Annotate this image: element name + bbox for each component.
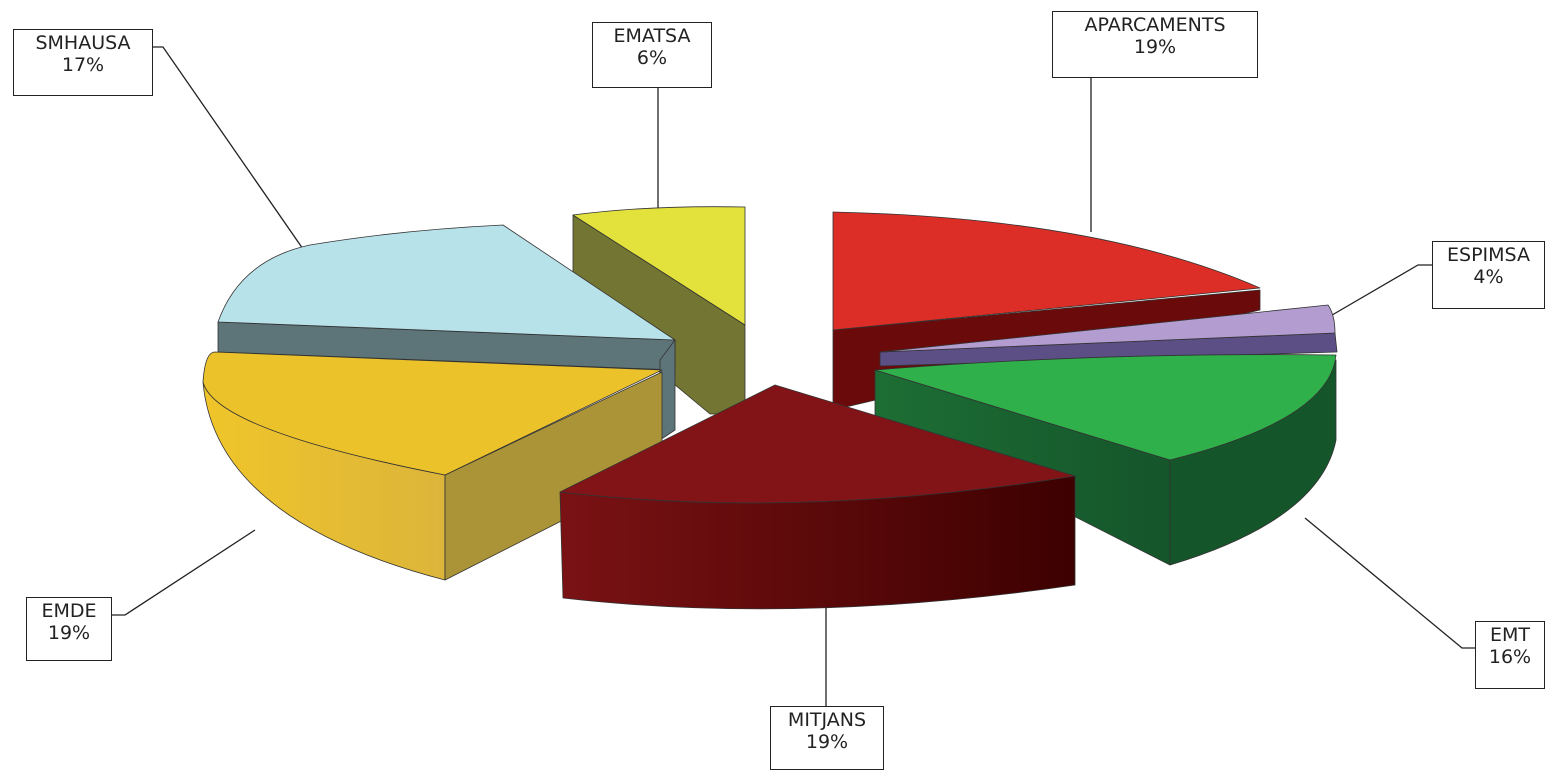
label-aparcaments-value: 19% bbox=[1133, 36, 1177, 58]
label-mitjans-value: 19% bbox=[805, 731, 849, 753]
label-espimsa-value: 4% bbox=[1473, 266, 1504, 288]
slice-smhausa bbox=[217, 224, 676, 441]
label-ematsa-value: 6% bbox=[636, 47, 668, 69]
label-emde: EMDE 19% bbox=[26, 597, 112, 661]
leader-espimsa bbox=[1326, 264, 1432, 319]
label-mitjans: MITJANS 19% bbox=[770, 706, 884, 770]
slice-emde bbox=[202, 351, 663, 581]
label-ematsa: EMATSA 6% bbox=[592, 22, 712, 88]
label-emde-value: 19% bbox=[47, 622, 91, 644]
leader-lines bbox=[112, 46, 1475, 706]
label-smhausa-name: SMHAUSA bbox=[35, 32, 131, 54]
leader-emt bbox=[1304, 517, 1475, 649]
label-aparcaments: APARCAMENTS 19% bbox=[1052, 11, 1258, 78]
label-mitjans-name: MITJANS bbox=[787, 709, 867, 731]
label-smhausa-value: 17% bbox=[61, 54, 105, 76]
label-espimsa-name: ESPIMSA bbox=[1447, 244, 1530, 266]
label-emt-name: EMT bbox=[1489, 624, 1530, 646]
label-espimsa: ESPIMSA 4% bbox=[1432, 241, 1545, 309]
label-emt: EMT 16% bbox=[1475, 621, 1545, 689]
label-aparcaments-name: APARCAMENTS bbox=[1084, 14, 1226, 36]
slice-mitjans bbox=[559, 384, 1076, 610]
label-emt-value: 16% bbox=[1488, 646, 1532, 668]
slice-espimsa bbox=[879, 304, 1338, 367]
label-smhausa: SMHAUSA 17% bbox=[13, 29, 153, 96]
leader-smhausa bbox=[153, 46, 313, 263]
label-emde-name: EMDE bbox=[41, 600, 97, 622]
label-ematsa-name: EMATSA bbox=[613, 25, 691, 47]
leader-emde bbox=[112, 529, 256, 616]
